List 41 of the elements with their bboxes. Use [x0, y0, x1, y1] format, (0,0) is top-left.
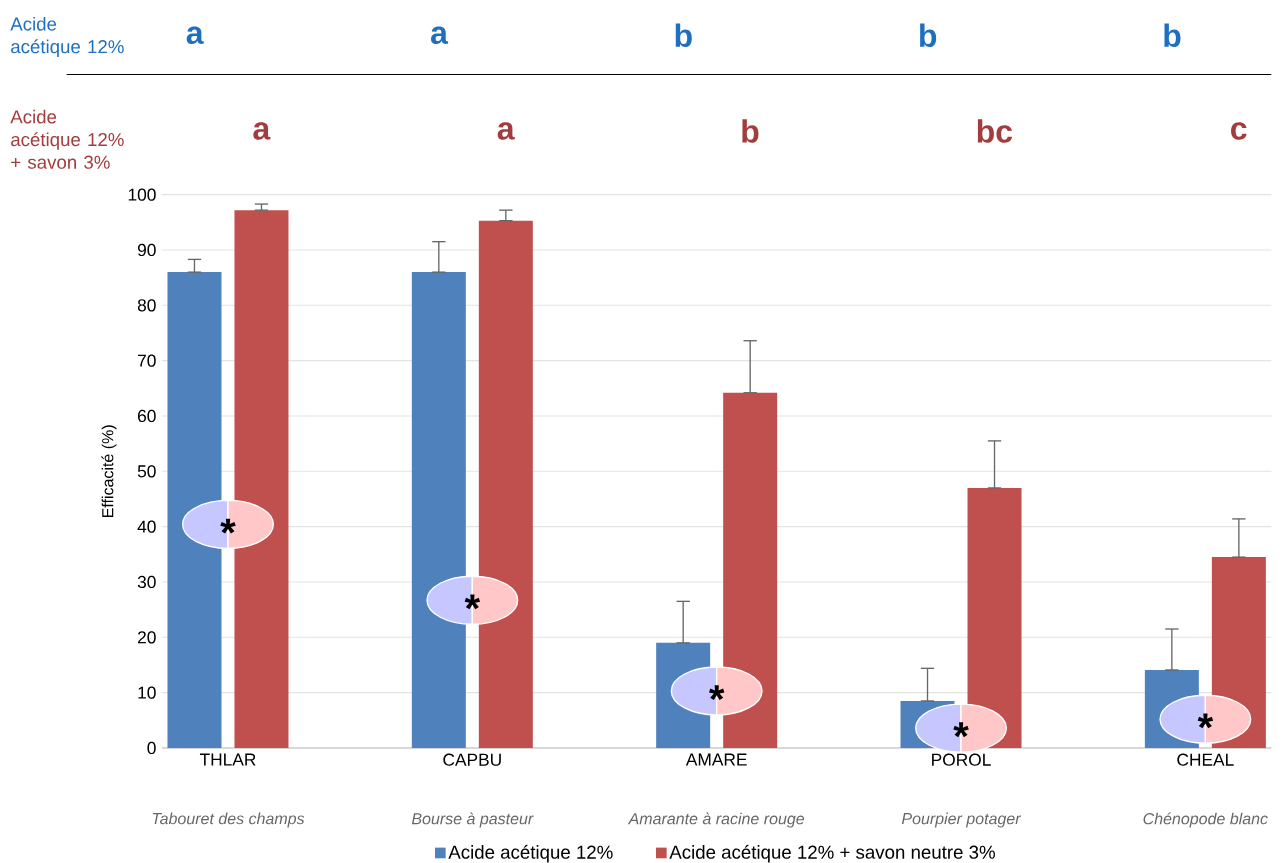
y-tick-label: 20	[138, 631, 156, 644]
legend-label: Acide acétique 12%	[448, 844, 613, 863]
y-axis-title: Efficacité (%)	[101, 425, 117, 517]
y-tick-label: 50	[137, 465, 156, 478]
x-tick-label: CAPBU	[443, 753, 501, 766]
text: Tabouret des champs	[152, 812, 305, 828]
text: a	[497, 122, 515, 140]
legend-label: Acide acétique 12% + savon neutre 3%	[669, 844, 995, 863]
x-tick-label: AMARE	[685, 753, 747, 766]
annotation: *	[709, 685, 725, 701]
text: b	[742, 119, 759, 143]
text: a	[431, 26, 449, 45]
y-tick-label: 0	[147, 741, 156, 755]
y-tick-label: 30	[137, 575, 156, 589]
y-tick-label: 70	[138, 354, 156, 367]
text: Pourpier potager	[901, 812, 1022, 828]
text: Bourse à pasteur	[411, 812, 534, 828]
y-tick-label: 80	[137, 299, 156, 312]
text: Amarante à racine rouge	[627, 812, 805, 828]
text: Acide acétique 12% + savon 3%	[10, 109, 124, 169]
text: Acide acétique 12%	[10, 16, 124, 57]
annotation: *	[953, 722, 969, 738]
text: b	[920, 23, 937, 48]
text: b	[1164, 23, 1181, 48]
y-tick-label: 40	[137, 520, 156, 533]
x-tick-label: THLAR	[199, 753, 256, 766]
x-tick-label: POROL	[932, 753, 991, 766]
y-tick-label: 90	[137, 243, 156, 257]
text: Chénopode blanc	[1143, 812, 1268, 828]
annotation: *	[1197, 713, 1214, 729]
y-tick-label: 60	[138, 409, 156, 423]
text: b	[675, 23, 692, 48]
annotation: *	[220, 518, 236, 534]
text: a	[186, 26, 204, 45]
text: a	[253, 122, 271, 140]
x-tick-label: CHEAL	[1177, 753, 1234, 766]
annotation: *	[464, 594, 481, 610]
y-tick-label: 10	[138, 686, 156, 699]
text: c	[1231, 122, 1247, 140]
y-tick-label: 100	[128, 188, 156, 201]
text: bc	[977, 119, 1013, 143]
